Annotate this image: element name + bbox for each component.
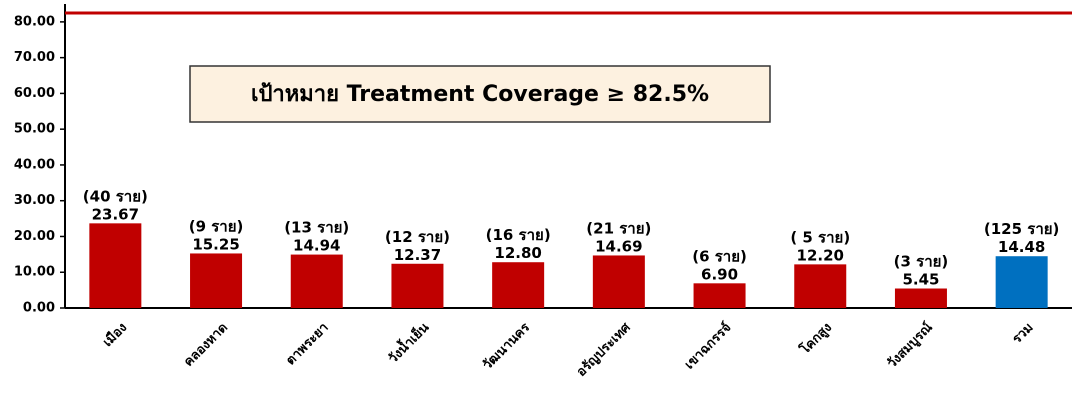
case-label: ( 5 ราย) [790, 228, 850, 246]
value-label: 12.20 [797, 246, 844, 264]
value-label: 23.67 [92, 205, 139, 223]
x-tick-label: ตาพระยา [283, 320, 331, 368]
x-tick-label: โคกสูง [796, 319, 835, 358]
x-tick-label: วัฒนานคร [480, 320, 533, 373]
value-label: 12.37 [394, 246, 441, 264]
case-label: (16 ราย) [486, 226, 551, 244]
value-label: 14.94 [293, 237, 340, 255]
x-tick-label: อรัญประเทศ [574, 320, 634, 380]
bar [492, 262, 545, 308]
y-tick-label: 10.00 [14, 265, 55, 280]
x-tick-label: เมือง [100, 320, 131, 351]
bar [190, 253, 243, 308]
value-label: 12.80 [494, 244, 541, 262]
value-label: 14.69 [595, 237, 642, 255]
bar [290, 254, 343, 308]
bar [592, 255, 645, 308]
case-label: (40 ราย) [83, 187, 148, 205]
case-label: (13 ราย) [284, 219, 349, 237]
bar [794, 264, 847, 308]
case-label: (125 ราย) [984, 220, 1060, 238]
x-tick-label: คลองหาด [181, 320, 231, 370]
annotation: เป้าหมาย Treatment Coverage ≥ 82.5% [251, 82, 709, 107]
bar [391, 263, 444, 308]
bar [894, 288, 947, 308]
case-label: (6 ราย) [692, 247, 747, 265]
y-tick-label: 70.00 [14, 50, 55, 65]
case-label: (9 ราย) [189, 217, 244, 235]
x-tick-label: วังสมบูรณ์ [884, 320, 936, 372]
annotation-box [189, 65, 771, 123]
bar [693, 283, 746, 308]
value-label: 5.45 [902, 271, 939, 289]
value-label: 14.48 [998, 238, 1045, 256]
y-tick-label: 50.00 [14, 122, 55, 137]
y-tick-label: 0.00 [23, 301, 55, 316]
case-label: (12 ราย) [385, 228, 450, 246]
case-label: (21 ราย) [586, 219, 651, 237]
y-tick-label: 30.00 [14, 193, 55, 208]
x-tick-label: รวม [1010, 320, 1037, 347]
y-tick-label: 60.00 [14, 86, 55, 101]
value-label: 15.25 [192, 235, 239, 253]
y-tick-label: 20.00 [14, 229, 55, 244]
bar [995, 256, 1048, 308]
case-label: (3 ราย) [894, 253, 949, 271]
x-tick-label: เขาฉกรรจ์ [681, 320, 734, 373]
value-label: 6.90 [701, 265, 738, 283]
y-tick-label: 80.00 [14, 14, 55, 29]
bar [89, 223, 142, 308]
y-tick-label: 40.00 [14, 157, 55, 172]
x-tick-label: วังน้ำเย็น [383, 317, 432, 366]
